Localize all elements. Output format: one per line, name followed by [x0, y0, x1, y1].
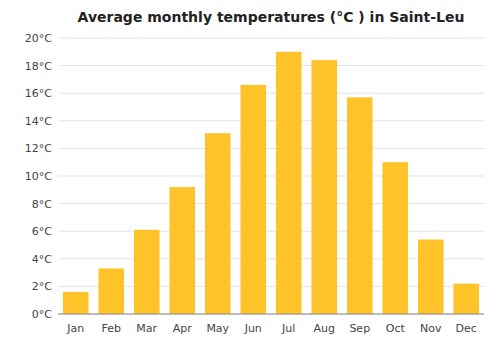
- bar: [63, 292, 89, 314]
- bar: [240, 85, 266, 314]
- grid-line: [58, 314, 484, 315]
- x-tick-label: Apr: [173, 322, 193, 335]
- title: Average monthly temperatures (°C ) in Sa…: [78, 9, 465, 25]
- grid: [58, 38, 484, 314]
- grid-line: [58, 176, 484, 177]
- bar: [205, 133, 231, 314]
- x-tick-label: Aug: [314, 322, 335, 335]
- bars: [63, 52, 479, 314]
- bar: [169, 187, 195, 314]
- grid-line: [58, 120, 484, 121]
- x-tick-label: Sep: [349, 322, 370, 335]
- x-tick-label: Jul: [281, 322, 295, 335]
- bar: [453, 284, 479, 314]
- bar: [382, 162, 408, 314]
- y-tick-label: 18°C: [25, 60, 52, 73]
- x-tick-label: Oct: [386, 322, 406, 335]
- y-tick-label: 0°C: [32, 308, 52, 321]
- grid-line: [58, 148, 484, 149]
- x-tick-label: Jun: [244, 322, 262, 335]
- x-tick-label: May: [206, 322, 229, 335]
- x-tick-label: Nov: [420, 322, 442, 335]
- x-tick-label: Feb: [102, 322, 121, 335]
- x-axis-line: [58, 314, 484, 315]
- bar: [276, 52, 302, 314]
- grid-line: [58, 231, 484, 232]
- bar: [418, 239, 444, 314]
- y-tick-label: 14°C: [25, 115, 52, 128]
- y-tick-label: 4°C: [32, 253, 52, 266]
- y-tick-label: 10°C: [25, 170, 52, 183]
- y-tick-label: 2°C: [32, 280, 52, 293]
- y-tick-label: 6°C: [32, 225, 52, 238]
- x-tick-label: Mar: [136, 322, 157, 335]
- chart: Average monthly temperatures (°C ) in Sa…: [0, 0, 500, 350]
- y-tick-label: 16°C: [25, 87, 52, 100]
- bar: [347, 97, 373, 314]
- x-tick-label: Jan: [66, 322, 84, 335]
- x-tick-label: Dec: [456, 322, 477, 335]
- bar: [311, 60, 337, 314]
- y-tick-label: 20°C: [25, 32, 52, 45]
- grid-line: [58, 93, 484, 94]
- grid-line: [58, 38, 484, 39]
- bar: [98, 268, 124, 314]
- bar: [134, 230, 160, 314]
- y-tick-label: 12°C: [25, 142, 52, 155]
- grid-line: [58, 203, 484, 204]
- y-tick-label: 8°C: [32, 198, 52, 211]
- grid-line: [58, 65, 484, 66]
